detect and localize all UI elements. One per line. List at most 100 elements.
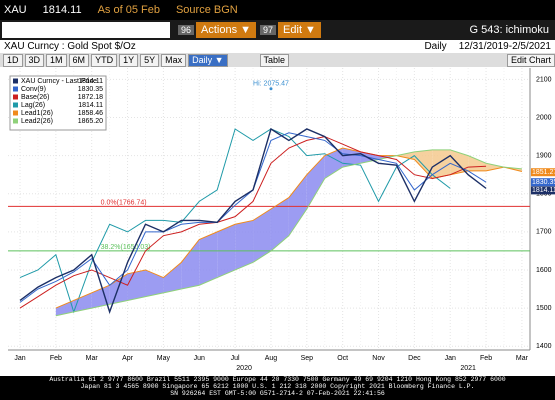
range-button[interactable]: Table <box>259 53 290 67</box>
y-tick-label: 1900 <box>536 152 552 159</box>
range-button[interactable]: Daily ▼ <box>188 53 228 67</box>
legend-label: Conv(9) <box>21 86 46 93</box>
x-tick-label: Jan <box>445 355 456 362</box>
level-label: 38.2%(1650.03) <box>101 244 151 251</box>
range-button[interactable]: 1Y <box>119 53 139 67</box>
cloud <box>306 155 325 209</box>
command-box[interactable] <box>2 22 170 38</box>
range-button[interactable]: 1M <box>46 53 67 67</box>
cloud <box>342 148 361 168</box>
legend-swatch <box>13 86 18 92</box>
legend-swatch <box>13 94 18 100</box>
high-label: Hi: 2075.47 <box>253 81 289 88</box>
ticker: XAU <box>4 4 27 16</box>
legend-label: Base(26) <box>21 94 49 101</box>
range-button[interactable]: YTD <box>91 53 118 67</box>
cloud <box>396 151 415 160</box>
edit-menu[interactable]: Edit ▼ <box>278 22 321 38</box>
legend-swatch <box>13 110 18 116</box>
cloud <box>270 197 289 251</box>
date-range: 12/31/2019-2/5/2021 <box>458 41 551 52</box>
x-tick-label: Jan <box>14 355 25 362</box>
actions-menu[interactable]: Actions ▼ <box>196 22 257 38</box>
series-line <box>19 127 487 315</box>
y-tick-label: 1600 <box>536 267 552 274</box>
range-button[interactable]: 5Y <box>140 53 160 67</box>
cloud <box>253 209 271 263</box>
cloud <box>55 300 74 316</box>
footer-line: SN 926264 EST GMT-5:00 G571-2714-2 07-Fe… <box>170 390 385 397</box>
x-tick-label: Feb <box>480 355 492 362</box>
range-button[interactable]: 6M <box>68 53 90 67</box>
y-tick-label: 2100 <box>536 76 552 83</box>
legend-box <box>9 75 107 131</box>
y-tick-label: 1400 <box>536 343 552 350</box>
x-tick-label: Jul <box>231 355 240 362</box>
cloud <box>288 174 307 236</box>
x-tick-label: Mar <box>516 355 529 362</box>
legend-swatch <box>13 118 18 124</box>
legend-label: Lead2(26) <box>21 118 53 125</box>
cloud <box>73 292 92 312</box>
x-tick-label: Sep <box>301 355 314 362</box>
price-tag <box>531 186 555 195</box>
price-tag-label: 1851.27 <box>532 169 555 176</box>
price-tag-label: 1830.35 <box>532 179 555 186</box>
y-tick-label: 2000 <box>536 114 552 121</box>
high-marker <box>269 87 273 91</box>
toolbar: 96 Actions ▼ 97 Edit ▼ G 543: ichimoku <box>0 20 555 40</box>
x-tick-label: Dec <box>408 355 421 362</box>
legend-value: 1872.18 <box>78 94 103 101</box>
footer-line: Japan 81 3 4565 8900 Singapore 65 6212 1… <box>80 383 475 390</box>
series-line <box>19 128 451 314</box>
x-tick-label: May <box>157 355 171 362</box>
source: Source BGN <box>175 4 238 16</box>
range-button[interactable]: 1D <box>3 53 23 67</box>
cloud <box>486 163 504 171</box>
button-bar: 1D 3D 1M 6M YTD 1Y 5Y Max Daily ▼ Table Edit Chart <box>0 53 555 67</box>
year-label: 2020 <box>236 365 252 372</box>
x-tick-label: Apr <box>122 355 134 362</box>
legend-label: Lead1(26) <box>21 110 53 117</box>
range-button[interactable]: 3D <box>24 53 45 67</box>
x-tick-label: Feb <box>50 355 62 362</box>
price-tag <box>531 178 555 187</box>
legend-swatch <box>13 102 18 108</box>
year-label: 2021 <box>460 365 476 372</box>
level-label: 0.0%(1766.74) <box>101 199 147 206</box>
legend-value: 1830.35 <box>78 86 103 93</box>
cloud <box>163 262 182 293</box>
x-tick-label: Jun <box>194 355 205 362</box>
cloud <box>432 149 451 179</box>
cloud <box>181 239 200 290</box>
range-button[interactable]: Edit Chart <box>506 53 555 67</box>
price-tag <box>531 168 555 177</box>
legend-value: 1814.11 <box>78 102 103 109</box>
x-tick-label: Oct <box>337 355 348 362</box>
y-tick-label: 1500 <box>536 305 552 312</box>
price-tag-label: 1814.11 <box>532 187 555 194</box>
legend-value: 1865.20 <box>78 118 103 125</box>
actions-num: 96 <box>178 25 195 35</box>
cloud <box>91 285 110 309</box>
legend-label: Lag(26) <box>21 102 45 109</box>
x-tick-label: Mar <box>86 355 99 362</box>
edit-num: 97 <box>260 25 277 35</box>
legend-swatch <box>13 78 18 84</box>
legend-value: 1858.46 <box>78 110 103 117</box>
chart-id: G 543: ichimoku <box>469 24 549 36</box>
header: XAU 1814.11 As of 05 Feb Source BGN <box>0 0 555 20</box>
cloud <box>199 231 218 286</box>
range-button[interactable]: Max <box>161 53 187 67</box>
price: 1814.11 <box>42 4 82 16</box>
chart: 14001500160017001800190020002100JanFebMa… <box>0 67 555 376</box>
legend-label: XAU Curncy - Last Price <box>21 78 97 85</box>
cloud <box>235 220 254 270</box>
cloud <box>127 269 146 301</box>
legend-value: 1814.11 <box>78 78 103 85</box>
y-tick-label: 1700 <box>536 229 552 236</box>
x-tick-label: Nov <box>372 355 385 362</box>
frequency: Daily <box>424 41 447 52</box>
